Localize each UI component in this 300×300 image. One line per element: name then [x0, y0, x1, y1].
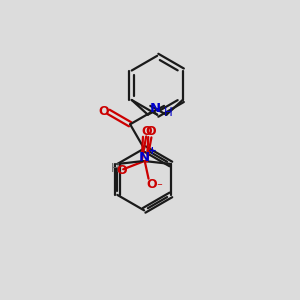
Text: N: N — [149, 103, 161, 116]
Text: ⁻: ⁻ — [156, 182, 162, 192]
Text: O: O — [99, 105, 109, 118]
Text: H: H — [111, 162, 119, 175]
Text: O: O — [145, 125, 156, 138]
Text: O: O — [116, 164, 127, 177]
Text: +: + — [148, 146, 157, 156]
Text: N: N — [139, 151, 150, 164]
Text: H: H — [164, 106, 172, 119]
Text: O: O — [142, 125, 152, 138]
Text: O: O — [147, 178, 158, 190]
